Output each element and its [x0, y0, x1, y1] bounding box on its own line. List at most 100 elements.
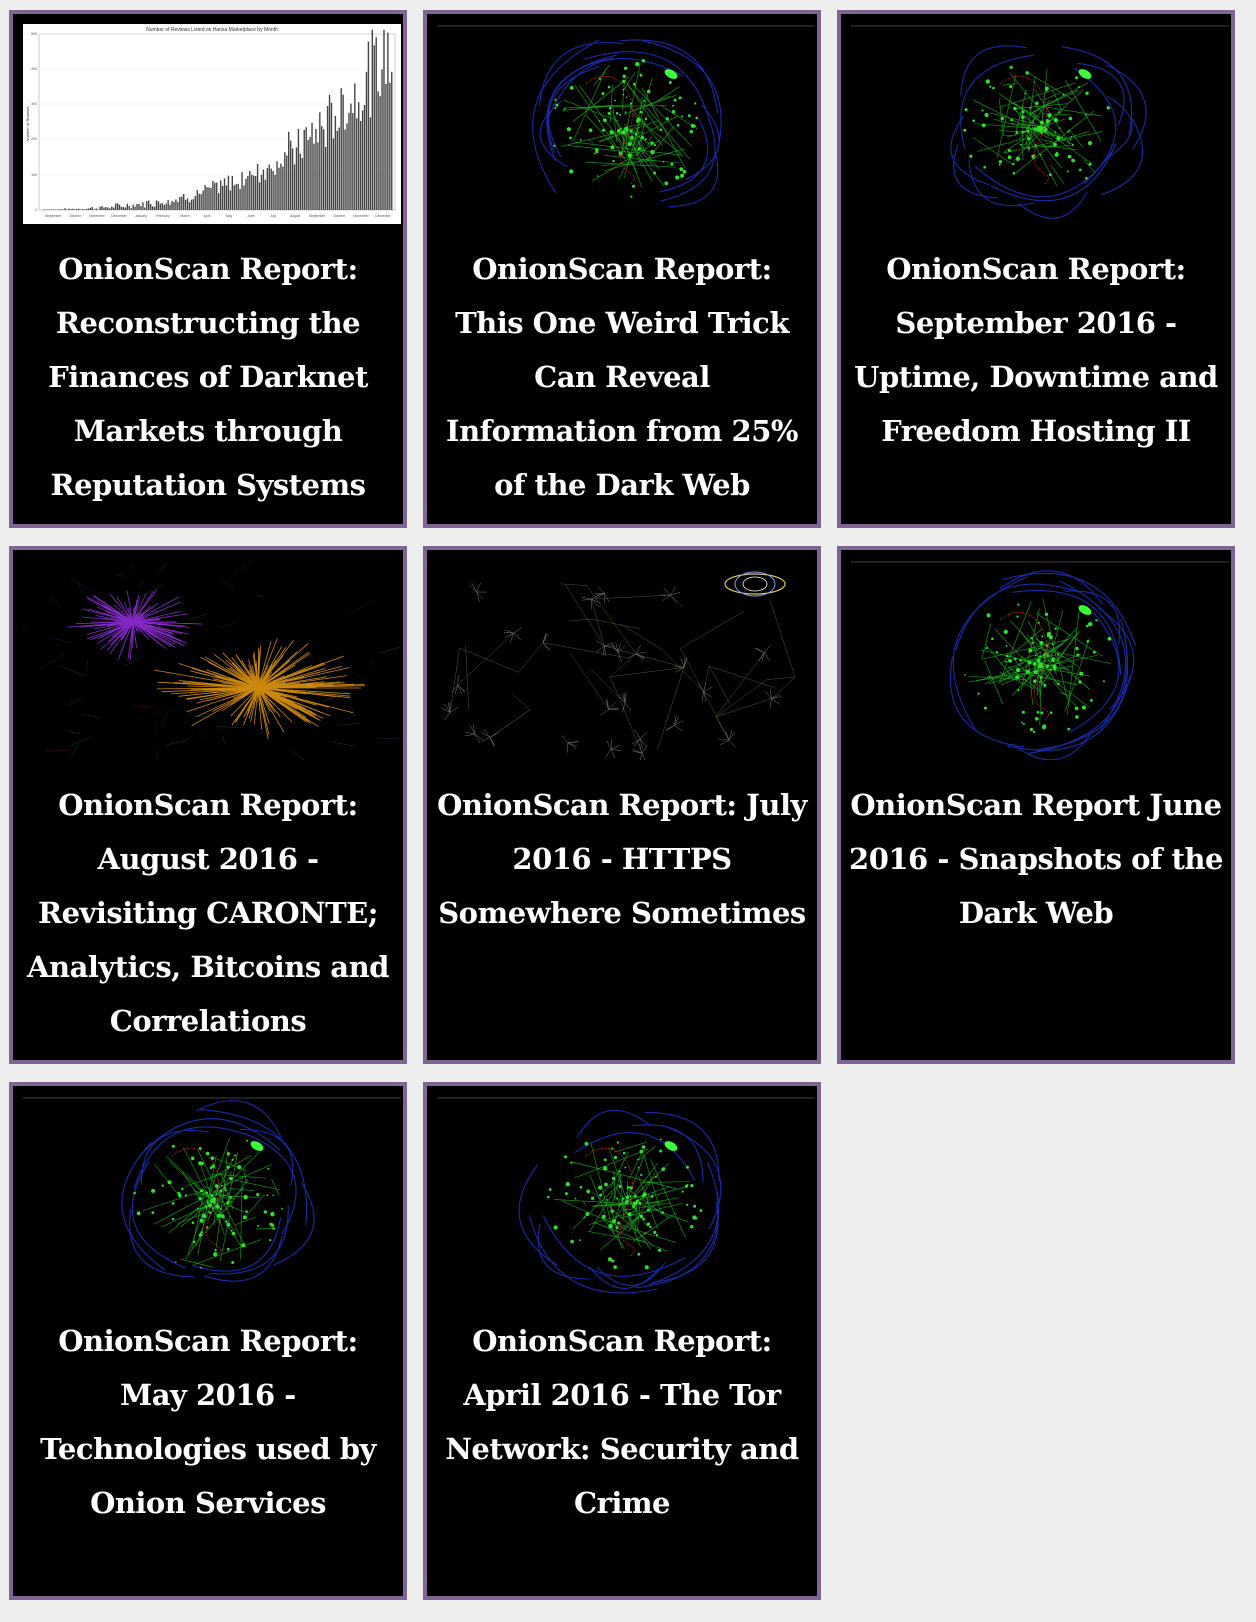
chart-bar [43, 209, 45, 210]
chart-bar [60, 209, 62, 210]
chart-bar [79, 209, 82, 210]
chart-bar [181, 196, 183, 210]
chart-bar [225, 185, 228, 210]
chart-bar [194, 195, 197, 210]
chart-bar [188, 202, 191, 210]
chart-bar [184, 199, 187, 210]
report-title[interactable]: OnionScan Report: September 2016 - Uptim… [854, 252, 1218, 448]
report-card[interactable]: OnionScan Report: September 2016 - Uptim… [837, 10, 1235, 528]
report-card[interactable]: Number of Reviews Listed on Hansa Market… [9, 10, 407, 528]
chart-bar [340, 88, 342, 210]
xtick-label: March [180, 214, 190, 218]
chart-bar [70, 209, 72, 210]
report-thumbnail-network-graph [23, 1096, 401, 1296]
report-title[interactable]: OnionScan Report: August 2016 - Revisiti… [27, 788, 389, 1038]
chart-bar [352, 112, 354, 210]
chart-title: Number of Reviews Listed on Hansa Market… [146, 27, 278, 33]
chart-bar [87, 208, 90, 210]
chart-bar [138, 203, 140, 210]
xtick-label: October [69, 214, 82, 218]
xtick-label: November [89, 214, 106, 218]
xtick-label: February [156, 214, 170, 218]
chart-bar [348, 112, 350, 210]
chart-bar [179, 196, 181, 210]
chart-bar [251, 174, 253, 210]
chart-bar [266, 168, 269, 210]
chart-bar [113, 207, 115, 210]
chart-bar [114, 203, 117, 210]
report-card[interactable]: OnionScan Report: May 2016 - Technologie… [9, 1082, 407, 1600]
chart-bar [169, 204, 171, 210]
ytick-label: 500 [31, 32, 37, 36]
xtick-label: June [247, 214, 254, 218]
chart-bar [332, 138, 335, 210]
xtick-label: May [226, 214, 233, 218]
chart-bar [124, 207, 127, 210]
chart-bar [78, 208, 80, 210]
chart-bar [167, 200, 169, 210]
chart-bar [282, 166, 284, 210]
chart-bar [258, 182, 261, 210]
chart-bar [270, 168, 272, 210]
chart-bar [95, 208, 97, 210]
chart-bar [126, 203, 129, 210]
chart-bar [379, 96, 381, 210]
xtick-label: September [45, 214, 62, 218]
report-card[interactable]: OnionScan Report: August 2016 - Revisiti… [9, 546, 407, 1064]
chart-bar [260, 174, 263, 210]
chart-bar [196, 189, 199, 210]
chart-bar [66, 209, 68, 210]
chart-bar [44, 209, 47, 210]
chart-bars [43, 29, 393, 211]
chart-ylabel: Number of Reviews [25, 107, 30, 142]
report-card[interactable]: OnionScan Report: This One Weird Trick C… [423, 10, 821, 528]
chart-bar [297, 128, 300, 210]
xtick-label: October [333, 214, 346, 218]
chart-bar [83, 209, 86, 210]
chart-bar [319, 112, 321, 210]
chart-bar [284, 152, 286, 210]
chart-bar [218, 193, 220, 210]
chart-bar [175, 199, 177, 210]
chart-bar [46, 209, 49, 210]
chart-bar [350, 103, 352, 210]
xtick-label: July [270, 214, 276, 218]
chart-bar [132, 204, 134, 210]
report-card[interactable]: OnionScan Report June 2016 - Snapshots o… [837, 546, 1235, 1064]
chart-bar [346, 123, 348, 210]
chart-bar [190, 199, 193, 210]
chart-bar [118, 204, 121, 210]
report-title[interactable]: OnionScan Report: This One Weird Trick C… [446, 252, 798, 502]
chart-bar [111, 206, 113, 210]
chart-bar [371, 29, 374, 210]
chart-bar [72, 208, 74, 210]
chart-bar [161, 203, 164, 210]
report-title[interactable]: OnionScan Report: April 2016 - The Tor N… [445, 1324, 799, 1520]
chart-bar [241, 172, 243, 210]
chart-bar [223, 178, 226, 210]
chart-bar [324, 146, 327, 210]
chart-bar [216, 182, 218, 210]
report-title[interactable]: OnionScan Report: Reconstructing the Fin… [48, 252, 368, 502]
chart-bar [186, 198, 189, 210]
chart-bar [356, 118, 358, 210]
chart-bar [289, 140, 292, 210]
chart-bar [311, 122, 313, 210]
ytick-label: 0 [35, 208, 37, 212]
chart-bar [130, 208, 132, 210]
chart-bar [116, 203, 119, 210]
report-title[interactable]: OnionScan Report: May 2016 - Technologie… [40, 1324, 376, 1520]
xtick-label: April [204, 214, 211, 218]
chart-bar [253, 175, 255, 210]
chart-bar [142, 202, 144, 210]
chart-bar [221, 185, 224, 210]
report-title[interactable]: OnionScan Report: July 2016 - HTTPS Some… [437, 788, 807, 930]
report-card[interactable]: OnionScan Report: July 2016 - HTTPS Some… [423, 546, 821, 1064]
chart-bar [363, 105, 366, 210]
report-title[interactable]: OnionScan Report June 2016 - Snapshots o… [849, 788, 1223, 930]
report-card[interactable]: OnionScan Report: April 2016 - The Tor N… [423, 1082, 821, 1600]
chart-bar [68, 208, 70, 210]
chart-bar [373, 45, 375, 210]
chart-bar [227, 175, 230, 210]
chart-bar [295, 147, 298, 210]
